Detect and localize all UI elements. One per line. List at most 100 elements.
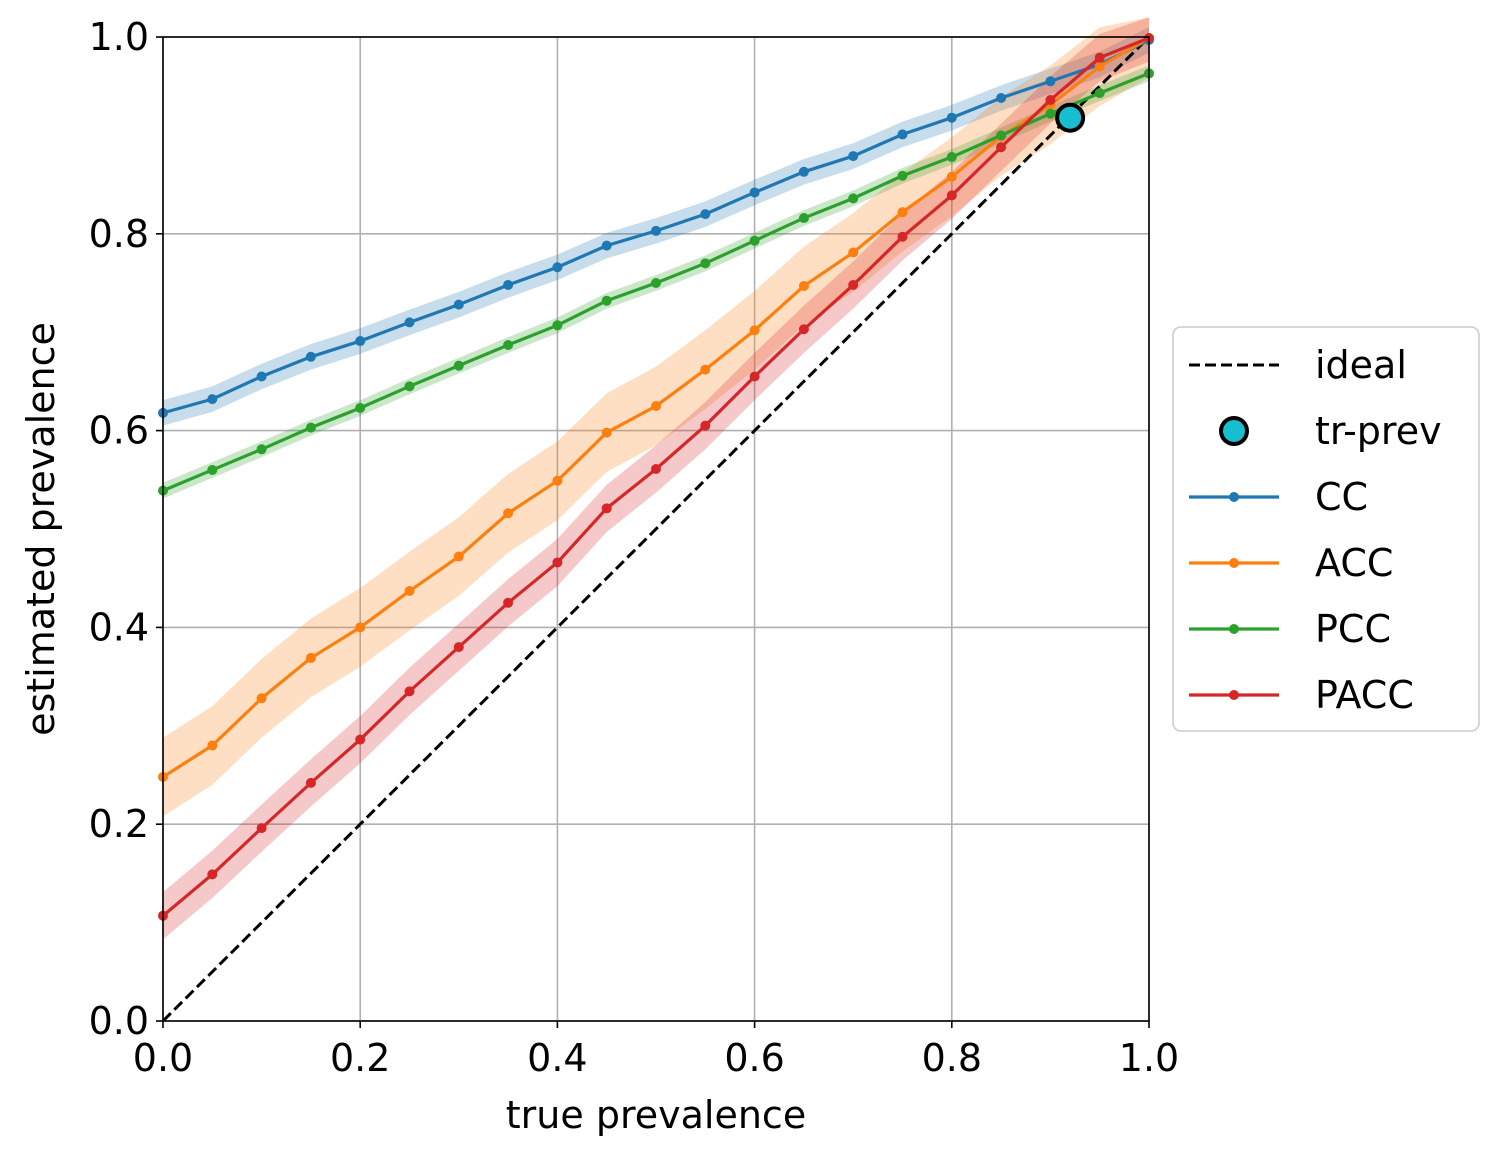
acc-point <box>897 207 908 218</box>
pacc-point <box>207 869 218 880</box>
legend-acc-label: ACC <box>1315 541 1393 585</box>
cc-point <box>946 112 957 123</box>
x-tick-label: 0.2 <box>330 1036 390 1080</box>
x-axis-label: true prevalence <box>506 1093 806 1137</box>
pacc-std-band <box>163 17 1149 940</box>
cc-point <box>996 93 1007 104</box>
cc-point <box>355 336 366 347</box>
acc-point <box>700 364 711 375</box>
cc-point <box>552 262 563 273</box>
pcc-point <box>1045 108 1056 119</box>
pacc-point <box>996 142 1007 153</box>
cc-point <box>453 299 464 310</box>
cc-point <box>749 187 760 198</box>
y-tick-label: 0.6 <box>89 409 149 453</box>
cc-point <box>897 129 908 140</box>
tr-prev-marker <box>1055 102 1086 133</box>
pacc-point <box>1045 94 1056 105</box>
pcc-point <box>946 152 957 163</box>
legend-cc-label: CC <box>1315 475 1368 519</box>
series-lines <box>158 32 1154 1023</box>
pacc-point <box>897 231 908 242</box>
x-tick-label: 0.8 <box>922 1036 982 1080</box>
y-tick-label: 0.4 <box>89 605 149 649</box>
legend-frame <box>1172 326 1480 732</box>
acc-point <box>601 427 612 438</box>
acc-point <box>503 508 514 519</box>
cc-point <box>207 394 218 405</box>
acc-point <box>749 325 760 336</box>
pacc-point <box>305 777 316 788</box>
cc-point <box>848 151 859 162</box>
y-tick-label: 1.0 <box>89 15 149 59</box>
y-tick-label: 0.2 <box>89 802 149 846</box>
pcc-point <box>1094 88 1105 99</box>
y-axis-label: estimated prevalence <box>19 322 63 736</box>
legend-cc-dot <box>1229 492 1239 502</box>
legend-tr-prev-swatch <box>1219 416 1249 446</box>
pacc-point <box>749 371 760 382</box>
pcc-point <box>700 258 711 269</box>
legend-pcc-label: PCC <box>1315 607 1391 651</box>
pcc-point <box>453 360 464 371</box>
x-tick-label: 0.6 <box>724 1036 784 1080</box>
pacc-point <box>453 642 464 653</box>
pacc-point <box>848 279 859 290</box>
cc-point <box>798 166 809 177</box>
x-tick-label: 0.4 <box>527 1036 587 1080</box>
y-tick-label: 0.0 <box>89 999 149 1043</box>
acc-point <box>1094 61 1105 72</box>
pacc-point <box>1094 52 1105 63</box>
acc-point <box>453 551 464 562</box>
acc-point <box>207 740 218 751</box>
pcc-point <box>355 402 366 413</box>
legend: ideal tr-prev CC ACC PCC PACC <box>1172 326 1480 732</box>
pacc-point <box>601 503 612 514</box>
pcc-point <box>651 278 661 288</box>
acc-point <box>404 585 415 596</box>
pacc-point <box>700 420 711 431</box>
pacc-point <box>651 463 661 474</box>
acc-point <box>798 280 809 291</box>
pcc-point <box>848 193 859 204</box>
pcc-point <box>207 464 218 475</box>
cc-point <box>601 240 612 251</box>
pacc-point <box>404 686 415 697</box>
pcc-point <box>897 170 908 181</box>
pcc-point <box>503 339 514 350</box>
cc-point <box>503 279 514 290</box>
legend-pacc-label: PACC <box>1315 673 1414 717</box>
x-tick-label: 0.0 <box>133 1036 193 1080</box>
plot-frame <box>162 36 1150 1022</box>
ticks: 0.0 0.2 0.4 0.6 0.8 1.0 0.0 0.2 0.4 0.6 0.8 1.0 <box>89 15 1180 1080</box>
acc-point <box>552 475 563 486</box>
pacc-point <box>946 190 957 201</box>
pacc-point <box>355 734 366 745</box>
pacc-point <box>503 597 514 608</box>
acc-point <box>305 652 316 663</box>
pcc-point <box>256 444 267 455</box>
pcc-point <box>404 381 415 392</box>
acc-point <box>256 693 267 704</box>
pcc-point <box>749 235 760 246</box>
legend-pacc-dot <box>1229 690 1239 700</box>
legend-pcc-dot <box>1229 624 1239 634</box>
cc-point <box>305 351 316 362</box>
pcc-point <box>798 213 809 224</box>
pacc-point <box>798 324 809 335</box>
cc-point <box>404 317 415 328</box>
pacc-point <box>552 557 563 568</box>
y-tick-label: 0.8 <box>89 212 149 256</box>
cc-point <box>1045 76 1056 87</box>
cc-point <box>651 225 661 236</box>
acc-point <box>848 247 859 258</box>
pcc-point <box>601 295 612 306</box>
legend-ideal-label: ideal <box>1315 343 1407 387</box>
pacc-point <box>256 823 267 834</box>
acc-point <box>946 171 957 182</box>
acc-point <box>651 401 661 411</box>
pcc-point <box>996 130 1007 141</box>
x-tick-label: 1.0 <box>1119 1036 1179 1080</box>
pcc-point <box>305 422 316 433</box>
